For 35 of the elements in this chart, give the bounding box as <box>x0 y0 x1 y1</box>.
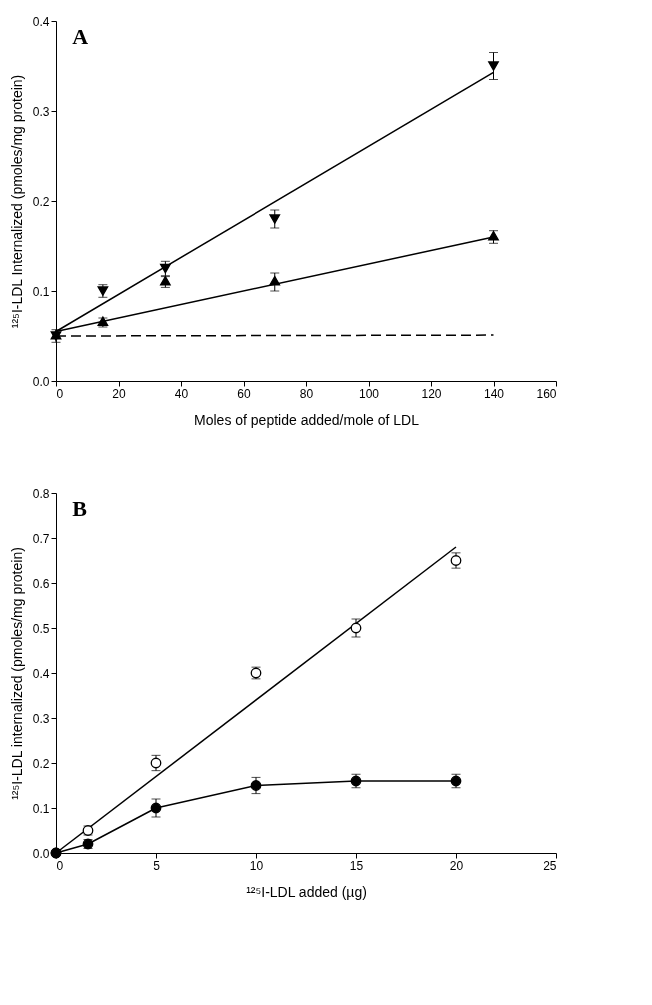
x-tick-label: 140 <box>483 386 505 401</box>
x-tick-label: 80 <box>299 386 314 401</box>
x-tick-label: 20 <box>449 858 464 873</box>
y-axis-title: ¹²⁵I-LDL Internalized (pmoles/mg protein) <box>8 74 25 329</box>
x-tick-label: 100 <box>358 386 380 401</box>
y-tick-label: 0.2 <box>32 756 50 771</box>
y-tick-label: 0.1 <box>32 801 50 816</box>
chart-title: A <box>72 24 89 49</box>
x-tick-label: 0 <box>56 858 64 873</box>
y-tick-label: 0.1 <box>32 284 50 299</box>
y-tick-label: 0.4 <box>32 666 50 681</box>
y-tick-label: 0.0 <box>32 374 50 389</box>
x-tick-label: 40 <box>174 386 189 401</box>
x-tick-label: 5 <box>153 858 161 873</box>
chart-title: B <box>72 496 88 521</box>
x-axis-title: ¹²⁵I-LDL added (µg) <box>246 883 367 900</box>
x-tick-label: 160 <box>536 386 557 401</box>
y-tick-label: 0.4 <box>32 14 50 29</box>
x-tick-label: 120 <box>421 386 442 401</box>
x-tick-label: 20 <box>112 386 126 401</box>
y-tick-label: 0.5 <box>32 621 50 636</box>
x-tick-label: 60 <box>237 386 251 401</box>
x-axis-title: Moles of peptide added/mole of LDL <box>194 411 420 428</box>
y-axis-title: ¹²⁵I-LDL internalized (pmoles/mg protein) <box>8 547 25 800</box>
x-tick-label: 15 <box>349 858 364 873</box>
y-tick-label: 0.0 <box>32 846 50 861</box>
x-tick-label: 25 <box>543 858 557 873</box>
y-tick-label: 0.2 <box>32 194 50 209</box>
y-tick-label: 0.7 <box>32 531 50 546</box>
y-tick-label: 0.8 <box>32 486 50 501</box>
y-tick-label: 0.3 <box>32 711 50 726</box>
x-tick-label: 10 <box>249 858 264 873</box>
x-tick-label: 0 <box>56 386 64 401</box>
y-tick-label: 0.3 <box>32 104 50 119</box>
y-tick-label: 0.6 <box>32 576 50 591</box>
